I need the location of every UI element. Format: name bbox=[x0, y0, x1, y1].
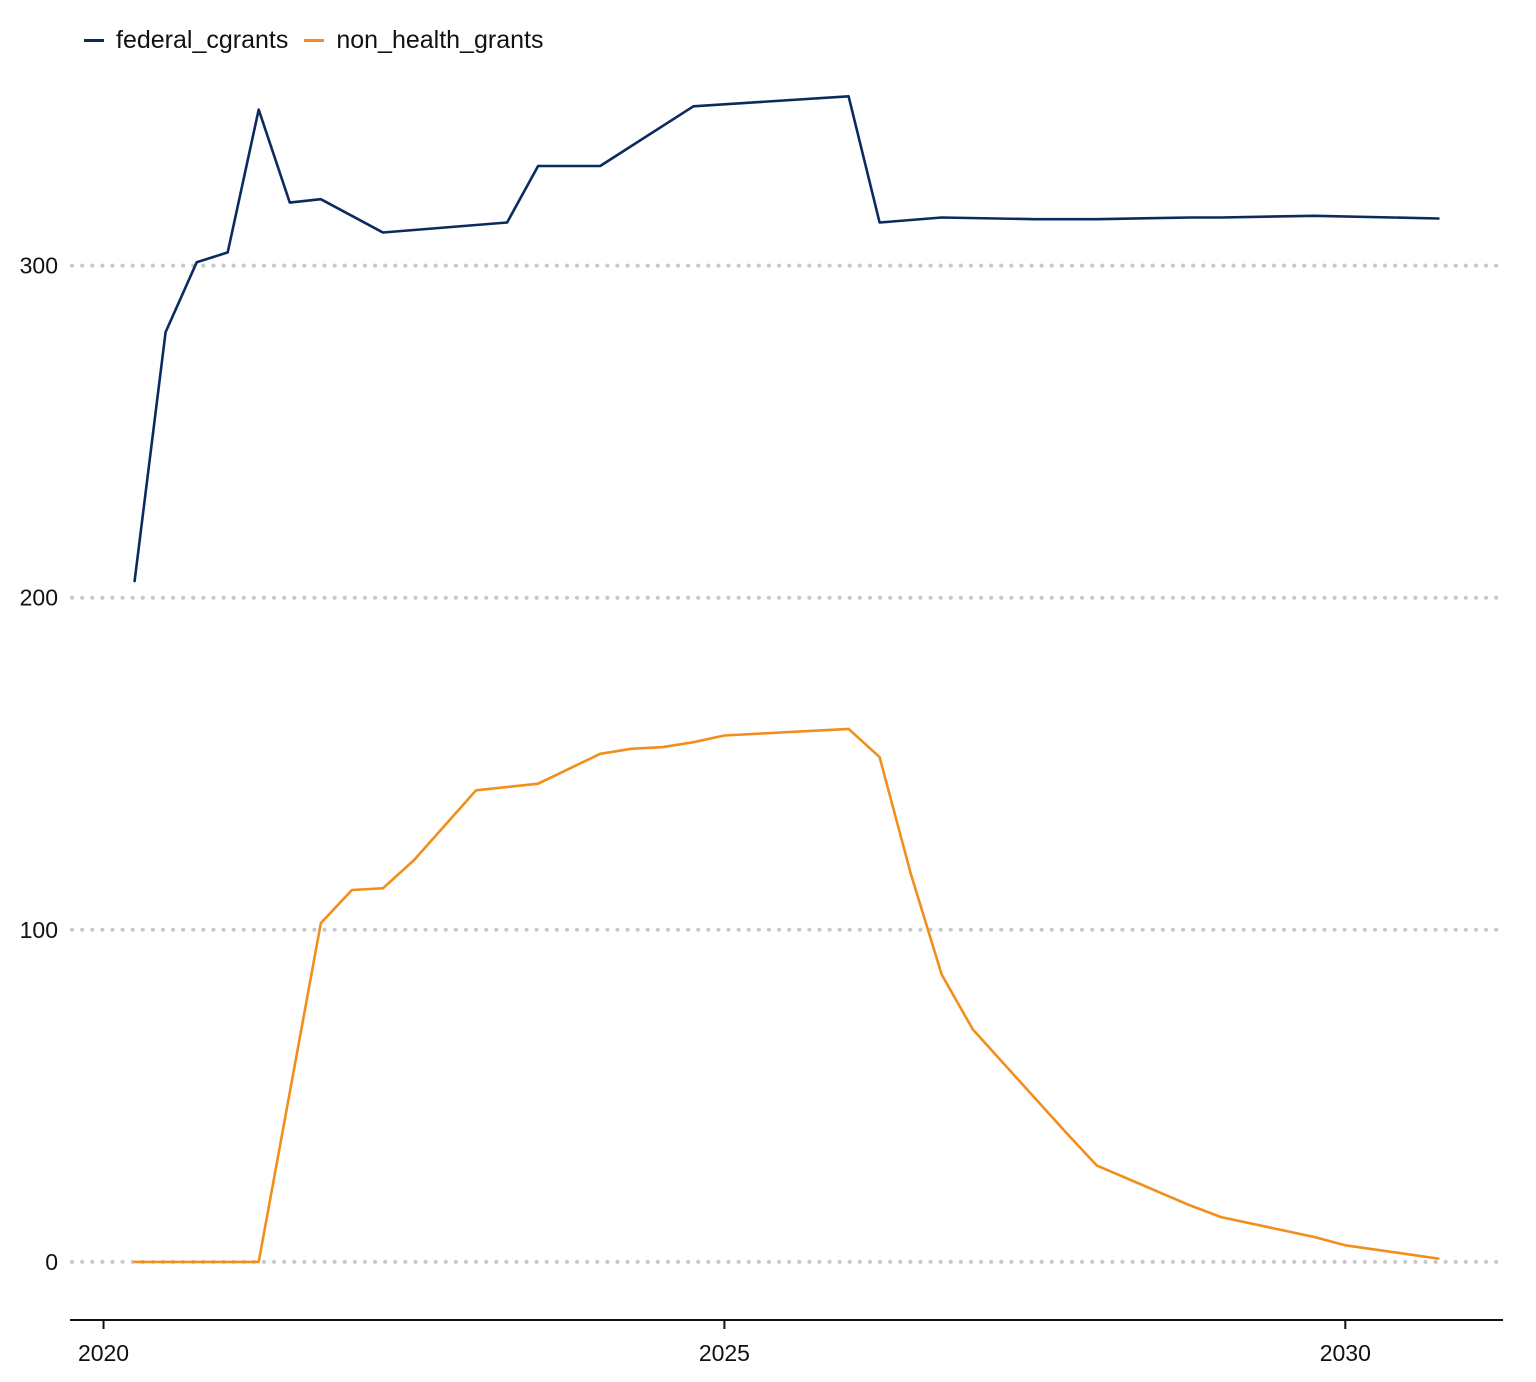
y-tick-label: 100 bbox=[20, 917, 58, 943]
legend-label-non-health-grants: non_health_grants bbox=[336, 26, 544, 54]
legend-label-federal-cgrants: federal_cgrants bbox=[116, 26, 289, 54]
legend-item-non-health-grants[interactable]: non_health_grants bbox=[304, 26, 543, 55]
legend-item-federal-cgrants[interactable]: federal_cgrants bbox=[84, 26, 288, 55]
series-line-non-health-grants bbox=[133, 727, 1440, 1264]
x-tick-label: 2020 bbox=[78, 1340, 129, 1366]
legend-swatch-non-health-grants bbox=[304, 39, 325, 42]
y-axis-ticks: 0 100 200 300 bbox=[20, 253, 58, 1275]
x-tick-label: 2025 bbox=[699, 1340, 750, 1366]
gridlines bbox=[70, 263, 1505, 1264]
series-line-federal-cgrants bbox=[133, 95, 1440, 583]
y-tick-label: 300 bbox=[20, 253, 58, 279]
legend: federal_cgrants non_health_grants bbox=[84, 26, 543, 55]
y-tick-label: 200 bbox=[20, 585, 58, 611]
series-lines bbox=[133, 95, 1440, 1264]
legend-swatch-federal-cgrants bbox=[84, 39, 104, 42]
x-axis: 2020 2025 2030 bbox=[70, 1319, 1503, 1366]
x-tick-label: 2030 bbox=[1320, 1340, 1371, 1366]
y-tick-label: 0 bbox=[45, 1249, 58, 1275]
